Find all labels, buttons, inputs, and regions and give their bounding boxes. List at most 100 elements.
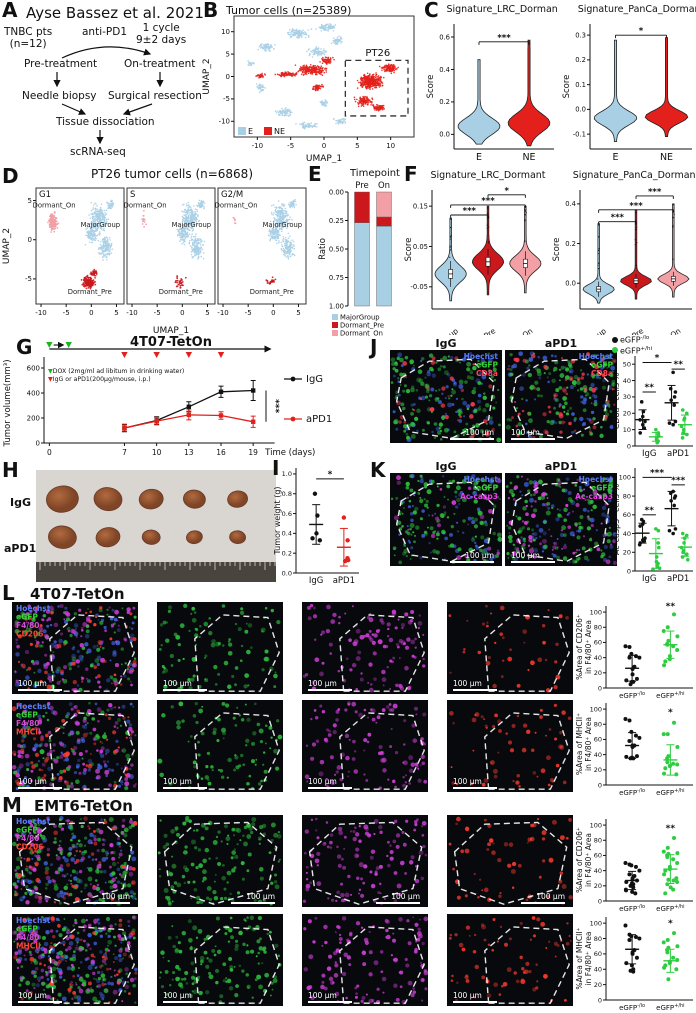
flow-node-dissociation: Tissue dissociation <box>56 116 155 128</box>
svg-text:E: E <box>476 152 482 163</box>
panel-i: I 0.0 0.2 0.4 0.6 0.8 1.0 Tumor weight (g) * IgG… <box>270 458 362 585</box>
umap-tumor-cells-chart: 10 5 0 -5 -10 -10 -5 0 5 10 UMAP_2 UMAP_1 PT26 E NE <box>202 15 415 163</box>
svg-text:***: *** <box>629 201 643 211</box>
micro-m2-egfp: 100 µm <box>157 914 283 1006</box>
svg-text:0.4: 0.4 <box>439 66 450 74</box>
svg-text:100 µm: 100 µm <box>511 428 540 437</box>
panel-h-label: H <box>2 458 19 482</box>
svg-text:19: 19 <box>248 448 258 457</box>
svg-text:Signature_LRC_Dormant: Signature_LRC_Dormant <box>446 4 558 15</box>
svg-text:-5: -5 <box>63 309 70 317</box>
svg-text:100 µm: 100 µm <box>465 428 494 437</box>
svg-text:MajorGroup: MajorGroup <box>263 221 303 229</box>
svg-text:13: 13 <box>184 448 194 457</box>
svg-text:0.1: 0.1 <box>575 81 586 89</box>
svg-text:0.50: 0.50 <box>329 245 344 253</box>
svg-text:-5: -5 <box>245 309 252 317</box>
svg-text:Tumor weight (g): Tumor weight (g) <box>273 486 282 555</box>
j-igg-image-title: IgG <box>435 337 457 350</box>
svg-text:Dormant_On: Dormant_On <box>340 330 383 337</box>
svg-text:aPD1: aPD1 <box>306 414 332 425</box>
tumor-volume-chart: 0 200 400 600 0 7 10 13 16 19 Tumor volume(mm³) Tim… <box>3 341 332 458</box>
svg-text:Dormant_On: Dormant_On <box>215 202 258 210</box>
svg-text:▼DOX (2mg/ml ad libitum in dri: ▼DOX (2mg/ml ad libitum in drinking wate… <box>48 368 184 375</box>
svg-text:10: 10 <box>152 448 162 457</box>
svg-text:-0.1: -0.1 <box>573 130 586 138</box>
svg-text:0.8: 0.8 <box>282 490 292 498</box>
panel-d-label: D <box>2 164 19 188</box>
k-igg-image-title: IgG <box>435 460 457 473</box>
svg-text:MajorGroup: MajorGroup <box>419 326 460 335</box>
black-dot-icon <box>612 336 618 343</box>
svg-text:0.0: 0.0 <box>282 569 292 577</box>
svg-text:NE: NE <box>660 152 673 163</box>
svg-text:Dormant_On: Dormant_On <box>491 326 535 335</box>
svg-text:Dormant_On: Dormant_On <box>124 202 167 210</box>
svg-text:5: 5 <box>355 142 359 150</box>
svg-text:UMAP_2: UMAP_2 <box>202 58 212 94</box>
svg-text:Hoechst: Hoechst <box>579 352 614 361</box>
svg-text:PT26 tumor cells (n=6868): PT26 tumor cells (n=6868) <box>91 167 253 181</box>
svg-text:0.0: 0.0 <box>565 280 576 288</box>
svg-text:*: * <box>655 354 660 364</box>
svg-text:Dormant_On: Dormant_On <box>639 326 683 335</box>
svg-text:-5: -5 <box>287 142 294 150</box>
panel-b-label: B <box>203 0 219 22</box>
svg-text:-0.05: -0.05 <box>410 283 428 291</box>
legend-egfp-lo: eGFP-/lo <box>612 335 652 346</box>
svg-text:0.2: 0.2 <box>439 98 450 106</box>
svg-text:UMAP_2: UMAP_2 <box>2 228 12 264</box>
svg-text:0: 0 <box>180 309 184 317</box>
micro-l2-egfp: 100 µm <box>157 700 283 792</box>
svg-text:CD8a: CD8a <box>591 369 613 378</box>
svg-text:5: 5 <box>28 197 32 205</box>
svg-text:On: On <box>378 181 390 191</box>
micro-m1-cd206: 100 µm <box>447 815 573 907</box>
svg-text:Score: Score <box>426 75 436 99</box>
panel-k: K IgG aPD1 Hoechst eGFP Ac-casp3 100 µm Hoe… <box>355 458 696 585</box>
panel-h: H IgG aPD1 <box>0 458 280 585</box>
violin-lrc-3group-chart: Signature_LRC_Dormant 0.15 0.05 -0.05 Score M… <box>404 170 546 335</box>
svg-text:5: 5 <box>114 309 118 317</box>
panel-e-label: E <box>308 162 322 186</box>
svg-text:IgG: IgG <box>642 449 657 458</box>
svg-text:-10: -10 <box>217 309 228 317</box>
svg-text:0: 0 <box>271 309 275 317</box>
svg-text:Ratio: Ratio <box>318 238 328 260</box>
panel-f: F Signature_LRC_Dormant 0.15 0.05 -0.05 Scor… <box>400 164 696 336</box>
panel-m-label: M <box>2 793 22 817</box>
svg-text:0.15: 0.15 <box>413 202 428 210</box>
svg-text:G1: G1 <box>39 190 51 200</box>
panel-m: M EMT6-TetOn Hoechst eGFP F4/80 CD206 100 µm… <box>0 795 696 1013</box>
panel-a-title: Ayse Bassez et al. 2021 <box>26 4 204 22</box>
flow-node-on: On-treatment <box>124 58 196 70</box>
svg-text:Pre: Pre <box>355 181 369 191</box>
micro-l2-f480: 100 µm <box>302 700 428 792</box>
panel-b: B Tumor cells (n=25389) 10 5 0 -5 -10 -10 -5 0 5… <box>200 0 420 163</box>
svg-text:0.0: 0.0 <box>575 106 586 114</box>
svg-text:7: 7 <box>122 448 127 457</box>
panel-i-label: I <box>272 456 280 480</box>
svg-text:eGFP: eGFP <box>591 361 613 370</box>
micro-l1-cd206: 100 µm <box>447 602 573 694</box>
svg-text:*: * <box>639 27 644 37</box>
svg-text:-10: -10 <box>219 118 230 126</box>
tumor-photo <box>36 470 276 582</box>
svg-text:*: * <box>328 470 333 480</box>
svg-text:5: 5 <box>226 50 230 58</box>
svg-text:400: 400 <box>27 390 40 398</box>
svg-text:UMAP_1: UMAP_1 <box>153 326 189 336</box>
svg-text:Time (days): Time (days) <box>264 448 315 458</box>
panel-l-title: 4T07-TetOn <box>30 585 125 603</box>
svg-text:aPD1: aPD1 <box>667 449 689 458</box>
svg-text:0.05: 0.05 <box>413 243 428 251</box>
svg-text:-10: -10 <box>252 142 263 150</box>
svg-text:600: 600 <box>27 365 40 373</box>
